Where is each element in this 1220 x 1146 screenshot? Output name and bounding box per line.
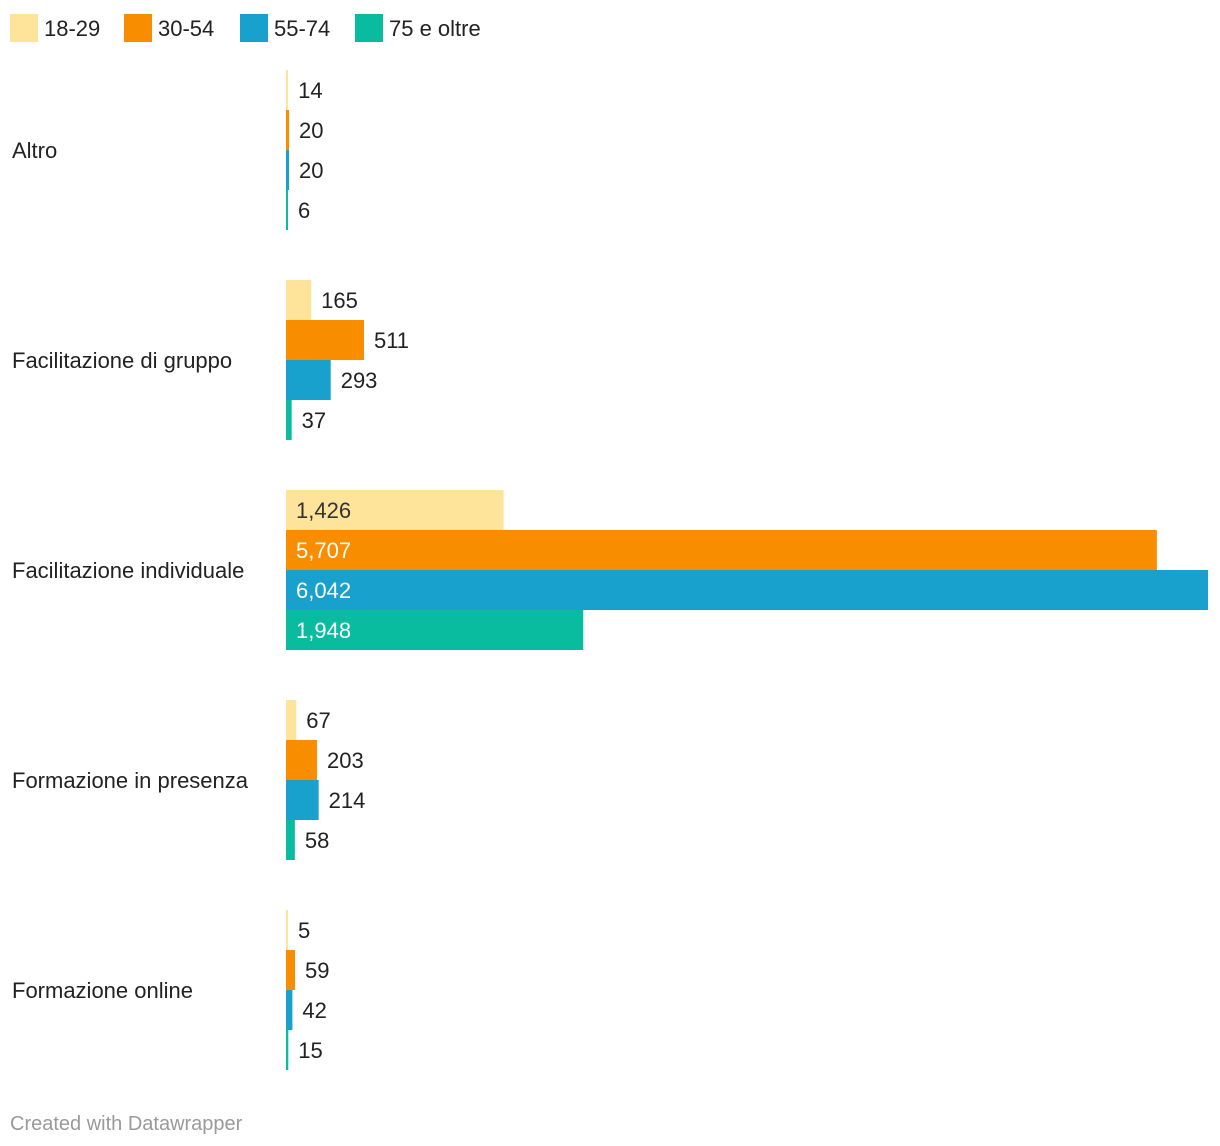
value-label: 6,042 <box>296 578 351 603</box>
category-group-facilitazione-di-gruppo: Facilitazione di gruppo 165 511 293 37 <box>12 280 409 440</box>
bar-formazione-in-presenza-30-54[interactable] <box>286 740 317 780</box>
legend-label-75-e-oltre: 75 e oltre <box>389 16 481 41</box>
value-label: 293 <box>341 368 378 393</box>
bar-facilitazione-di-gruppo-18-29[interactable] <box>286 280 312 320</box>
legend-label-30-54: 30-54 <box>158 16 214 41</box>
legend-swatch-18-29 <box>10 14 38 42</box>
bar-altro-18-29[interactable] <box>286 70 289 110</box>
value-label: 59 <box>305 958 329 983</box>
category-label: Formazione in presenza <box>12 768 249 793</box>
value-label: 1,948 <box>296 618 351 643</box>
bar-altro-30-54[interactable] <box>286 110 290 150</box>
legend-swatch-30-54 <box>124 14 152 42</box>
category-label: Facilitazione di gruppo <box>12 348 232 373</box>
value-label: 67 <box>306 708 330 733</box>
legend-swatch-55-74 <box>240 14 268 42</box>
bar-formazione-in-presenza-18-29[interactable] <box>286 700 297 740</box>
value-label: 214 <box>329 788 366 813</box>
bar-facilitazione-di-gruppo-75-e-oltre[interactable] <box>286 400 292 440</box>
bar-formazione-online-30-54[interactable] <box>286 950 296 990</box>
value-label: 5 <box>298 918 310 943</box>
legend-label-18-29: 18-29 <box>44 16 100 41</box>
bar-facilitazione-individuale-18-29[interactable] <box>286 490 504 530</box>
bar-formazione-in-presenza-55-74[interactable] <box>286 780 319 820</box>
bar-altro-75-e-oltre[interactable] <box>286 190 288 230</box>
value-label: 511 <box>374 328 409 353</box>
category-label: Facilitazione individuale <box>12 558 244 583</box>
bar-facilitazione-di-gruppo-55-74[interactable] <box>286 360 331 400</box>
value-label: 42 <box>302 998 326 1023</box>
legend-label-55-74: 55-74 <box>274 16 330 41</box>
value-label: 1,426 <box>296 498 351 523</box>
bar-facilitazione-di-gruppo-30-54[interactable] <box>286 320 364 360</box>
value-label: 58 <box>305 828 329 853</box>
bar-altro-55-74[interactable] <box>286 150 290 190</box>
bar-facilitazione-individuale-30-54[interactable] <box>286 530 1157 570</box>
bar-formazione-online-18-29[interactable] <box>286 910 288 950</box>
bar-formazione-online-55-74[interactable] <box>286 990 293 1030</box>
category-group-formazione-online: Formazione online 5 59 42 15 <box>12 910 329 1070</box>
bar-formazione-online-75-e-oltre[interactable] <box>286 1030 289 1070</box>
value-label: 15 <box>298 1038 322 1063</box>
value-label: 203 <box>327 748 364 773</box>
category-group-altro: Altro 14 20 20 6 <box>12 70 324 230</box>
value-label: 37 <box>302 408 326 433</box>
value-label: 20 <box>299 118 323 143</box>
bar-formazione-in-presenza-75-e-oltre[interactable] <box>286 820 295 860</box>
value-label: 20 <box>299 158 323 183</box>
bar-facilitazione-individuale-55-74[interactable] <box>286 570 1208 610</box>
legend: 18-29 30-54 55-74 75 e oltre <box>10 14 481 42</box>
value-label: 165 <box>321 288 358 313</box>
category-label: Altro <box>12 138 57 163</box>
legend-swatch-75-e-oltre <box>355 14 383 42</box>
footer-credit[interactable]: Created with Datawrapper <box>10 1113 243 1135</box>
value-label: 6 <box>298 198 310 223</box>
category-group-facilitazione-individuale: Facilitazione individuale 1,426 5,707 6,042… <box>12 490 1208 650</box>
bar-facilitazione-individuale-75-e-oltre[interactable] <box>286 610 584 650</box>
value-label: 5,707 <box>296 538 351 563</box>
category-label: Formazione online <box>12 978 193 1003</box>
value-label: 14 <box>298 78 322 103</box>
